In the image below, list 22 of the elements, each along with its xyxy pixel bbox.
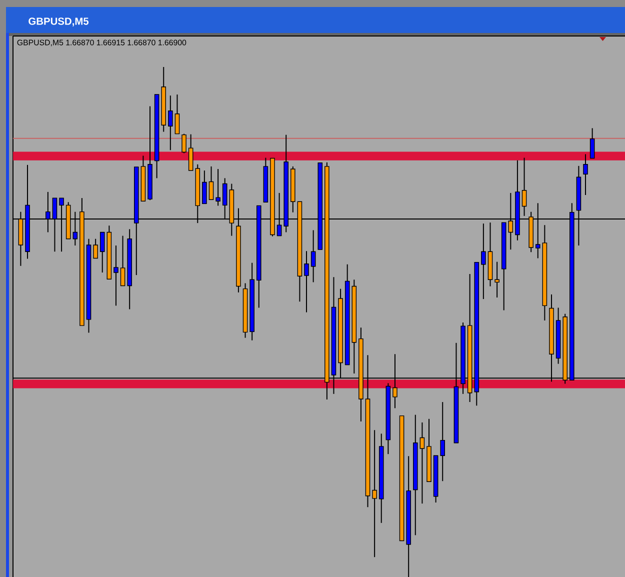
candlestick [188,134,194,172]
candlestick [583,154,588,196]
candlestick [174,94,180,134]
candlestick [202,170,207,204]
candlestick [93,238,98,259]
candlestick [182,133,186,154]
candlestick [120,235,126,286]
candlestick [100,232,105,274]
candlestick [216,168,220,206]
candlestick [420,422,425,504]
candlestick [114,244,118,306]
candlestick [372,430,377,558]
candlestick [440,402,445,482]
candlestick [494,261,500,298]
candlestick [481,223,486,300]
candlestick [310,230,316,283]
candlestick [304,250,309,313]
candlestick [168,95,173,151]
candlestick [590,128,595,159]
chart-title: GBPUSD,M5 [28,18,89,26]
candlestick [208,166,214,200]
candlestick [522,157,527,216]
